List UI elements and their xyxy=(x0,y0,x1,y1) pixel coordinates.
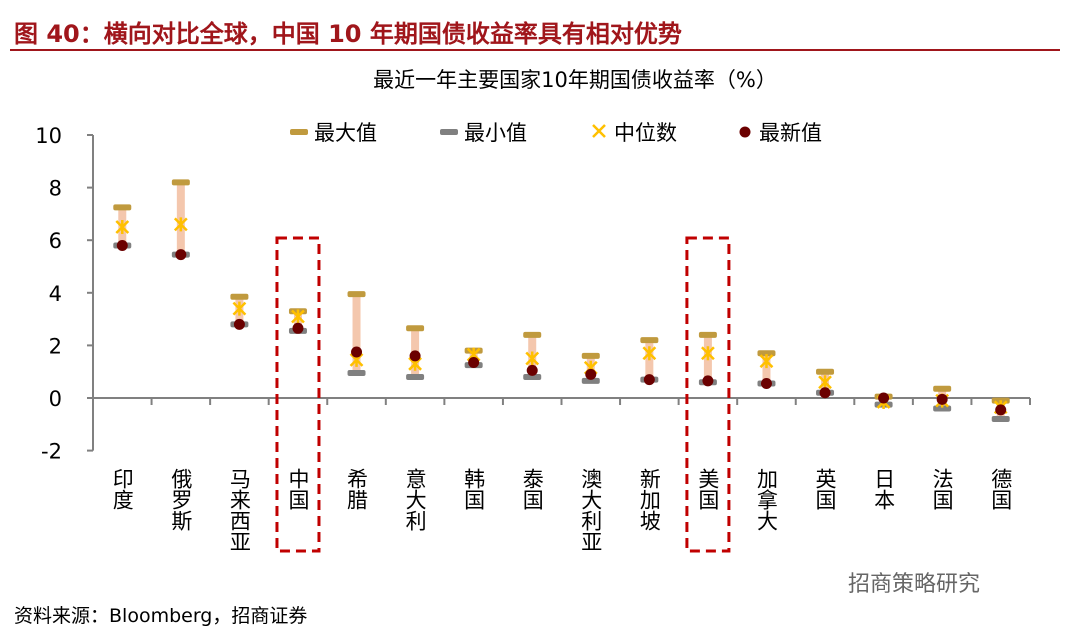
title-divider xyxy=(10,49,1060,51)
max-marker xyxy=(698,331,717,338)
min-marker xyxy=(523,373,542,380)
latest-marker xyxy=(760,378,772,390)
x-tick-label: 韩国 xyxy=(462,468,486,510)
max-marker xyxy=(640,337,659,344)
highlight-box xyxy=(275,236,321,553)
x-tick-label: 日本 xyxy=(872,468,896,510)
max-marker xyxy=(347,291,366,298)
legend-marker xyxy=(290,129,308,135)
legend-label: 中位数 xyxy=(614,121,677,145)
median-marker xyxy=(291,309,305,324)
latest-marker xyxy=(468,356,480,368)
x-tick-label: 美国 xyxy=(696,468,720,510)
max-marker xyxy=(406,325,425,332)
legend-label: 最新值 xyxy=(759,121,822,145)
legend-marker xyxy=(592,124,606,138)
legend-marker xyxy=(739,126,751,138)
y-tick-label: 10 xyxy=(35,124,62,148)
max-marker xyxy=(757,350,776,357)
y-tick-label: 8 xyxy=(49,177,62,201)
x-tick-label: 希腊 xyxy=(345,468,369,510)
x-tick-label: 印度 xyxy=(110,468,134,510)
x-tick-label: 新加坡 xyxy=(637,468,661,531)
y-tick-label: 2 xyxy=(49,334,62,358)
median-marker xyxy=(115,220,130,235)
latest-marker xyxy=(233,318,245,330)
max-marker xyxy=(113,204,132,211)
max-marker xyxy=(933,385,952,392)
median-marker xyxy=(525,351,540,366)
max-marker xyxy=(523,331,542,338)
median-marker xyxy=(759,354,774,369)
legend-label: 最小值 xyxy=(464,121,527,145)
latest-marker xyxy=(643,374,655,386)
median-marker xyxy=(642,346,657,361)
latest-marker xyxy=(116,239,128,251)
x-tick-label: 澳大利亚 xyxy=(579,468,603,552)
latest-marker xyxy=(819,387,831,399)
x-tick-label: 加拿大 xyxy=(754,468,778,531)
max-marker xyxy=(230,293,249,300)
x-tick-label: 德国 xyxy=(989,468,1013,510)
latest-marker xyxy=(878,392,890,404)
y-tick-label: 6 xyxy=(49,229,62,253)
min-marker xyxy=(347,370,366,377)
min-marker xyxy=(406,373,425,380)
latest-marker xyxy=(409,350,421,362)
y-tick-label: 4 xyxy=(49,282,62,306)
latest-marker xyxy=(702,375,714,387)
median-marker xyxy=(701,346,715,361)
max-marker xyxy=(171,179,190,186)
latest-marker xyxy=(292,322,304,334)
legend-marker xyxy=(440,129,458,135)
highlight-box xyxy=(685,236,731,553)
latest-marker xyxy=(936,393,948,405)
y-tick-label: 0 xyxy=(49,387,62,411)
median-marker xyxy=(818,375,832,390)
legend-label: 最大值 xyxy=(314,121,377,145)
x-tick-label: 法国 xyxy=(930,468,954,510)
figure-title: 图 40：横向对比全球，中国 10 年期国债收益率具有相对优势 xyxy=(14,20,682,48)
x-tick-label: 马来西亚 xyxy=(227,468,251,552)
chart-title: 最近一年主要国家10年期国债收益率（%） xyxy=(373,68,777,92)
latest-marker xyxy=(585,368,597,380)
max-marker xyxy=(581,352,600,359)
max-marker xyxy=(816,368,835,375)
latest-marker xyxy=(995,404,1007,416)
median-marker xyxy=(232,301,247,316)
watermark: 招商策略研究 xyxy=(848,572,981,597)
chart: 最近一年主要国家10年期国债收益率（%） -2 0 2 4 6 8 10 印度 俄罗斯 马来西亚 中国… xyxy=(35,68,1031,553)
x-tick-label: 泰国 xyxy=(520,468,544,510)
latest-marker xyxy=(175,249,187,261)
source-note: 资料来源：Bloomberg，招商证券 xyxy=(14,605,308,627)
x-tick-label: 俄罗斯 xyxy=(169,468,193,531)
min-marker xyxy=(581,377,600,384)
min-marker xyxy=(991,416,1010,423)
latest-marker xyxy=(526,364,538,376)
latest-marker xyxy=(351,346,363,358)
y-tick-label: -2 xyxy=(41,440,62,464)
x-tick-label: 英国 xyxy=(813,468,837,510)
min-marker xyxy=(933,405,952,412)
median-marker xyxy=(173,217,188,232)
x-tick-label: 中国 xyxy=(286,468,310,510)
x-tick-label: 意大利 xyxy=(403,468,427,531)
